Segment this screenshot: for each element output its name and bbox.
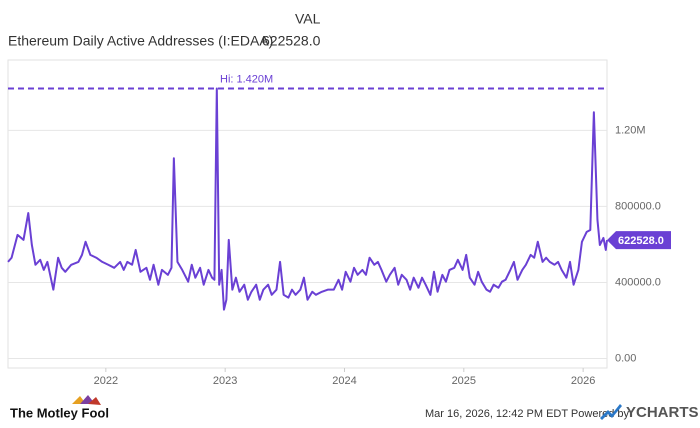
last-value-flag xyxy=(607,231,671,250)
header-label: VAL xyxy=(295,11,321,27)
y-tick-label: 800000.0 xyxy=(615,200,661,212)
y-tick-label: 1.20M xyxy=(615,124,646,136)
x-tick-label: 2023 xyxy=(213,375,237,387)
chart-title: Ethereum Daily Active Addresses (I:EDAA) xyxy=(8,33,273,49)
brand-icon xyxy=(600,404,622,420)
header-value: 622528.0 xyxy=(262,33,321,49)
x-tick-label: 2024 xyxy=(332,375,356,387)
timestamp: Mar 16, 2026, 12:42 PM EDT Powered by xyxy=(425,408,630,420)
source-logo: The Motley Fool xyxy=(10,405,109,420)
x-tick-label: 2022 xyxy=(94,375,118,387)
x-tick-label: 2025 xyxy=(452,375,476,387)
logo-hat xyxy=(72,395,101,405)
y-tick-label: 0.00 xyxy=(615,352,636,364)
plot-frame xyxy=(7,59,608,369)
y-tick-label: 400000.0 xyxy=(615,276,661,288)
hi-label: Hi: 1.420M xyxy=(220,73,273,85)
x-tick-label: 2026 xyxy=(571,375,595,387)
last-value-label: 622528.0 xyxy=(618,235,664,247)
brand: YCHARTS xyxy=(626,404,699,421)
data-line xyxy=(7,87,608,311)
